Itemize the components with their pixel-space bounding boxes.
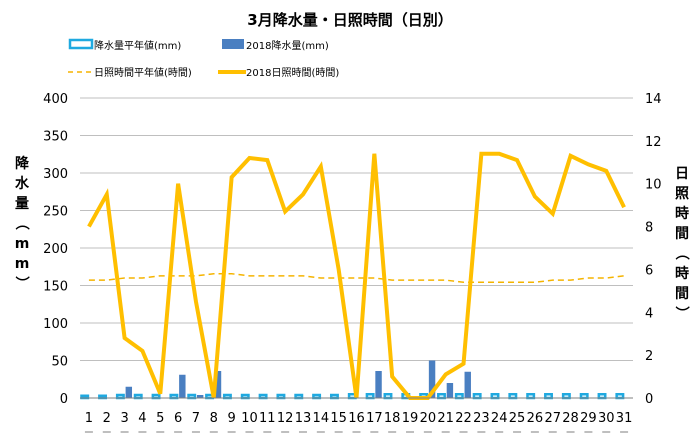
bar-2018-precip <box>464 371 471 398</box>
x-tick-label: 28 <box>562 411 579 426</box>
x-tick-label: 19 <box>402 411 419 426</box>
x-tick-label: 1 <box>85 411 93 426</box>
x-tick-label: 9 <box>227 411 235 426</box>
bar-2018-precip <box>125 386 133 398</box>
y-tick-label: 150 <box>43 280 68 295</box>
x-tick-label: 7 <box>192 411 200 426</box>
bar-normal-precip <box>508 393 518 400</box>
axis-title-char: 間 <box>675 286 689 302</box>
x-tick-label: 13 <box>295 411 312 426</box>
y2-tick-label: 6 <box>645 263 653 278</box>
y-tick-label: 50 <box>51 355 68 370</box>
y2-tick-label: 10 <box>645 178 662 193</box>
y2-tick-label: 0 <box>645 392 653 407</box>
bar-normal-precip <box>526 393 536 400</box>
x-tick-label: 3 <box>120 411 128 426</box>
y-tick-label: 200 <box>43 242 68 257</box>
y2-tick-label: 4 <box>645 306 653 321</box>
x-tick-label: 21 <box>437 411 454 426</box>
y2-tick-label: 12 <box>645 135 662 150</box>
axis-title-char: 量 <box>15 196 29 212</box>
legend-label: 降水量平年値(mm) <box>94 39 181 52</box>
legend-label: 2018日照時間(時間) <box>246 67 339 79</box>
y2-tick-label: 2 <box>645 349 653 364</box>
bar-2018-precip <box>446 383 454 398</box>
bar-normal-precip <box>383 393 393 400</box>
x-tick-label: 8 <box>210 411 218 426</box>
axis-title-char: ） <box>673 306 689 320</box>
x-tick-label: 23 <box>473 411 490 426</box>
x-tick-label: 2 <box>103 411 111 426</box>
x-tick-label: 22 <box>455 411 472 426</box>
axis-title-char: 時 <box>675 265 689 282</box>
axis-title-char: 降 <box>15 155 30 172</box>
x-tick-label: 11 <box>259 411 276 426</box>
x-tick-label: 30 <box>598 411 615 426</box>
axis-title-char: 水 <box>15 175 30 192</box>
x-tick-label: 25 <box>509 411 526 426</box>
axis-title-char: （ <box>673 246 689 260</box>
chart-title: 3月降水量・日照時間（日別） <box>247 11 452 29</box>
y-tick-label: 250 <box>43 205 68 220</box>
line-2018-sunshine <box>87 151 626 400</box>
bar-normal-precip <box>597 393 607 400</box>
x-tick-label: 24 <box>491 411 508 426</box>
x-tick-label: 16 <box>348 411 365 426</box>
x-tick-label: 5 <box>156 411 164 426</box>
bar-normal-precip <box>365 393 375 400</box>
bar-normal-precip <box>544 393 553 400</box>
legend-label: 日照時間平年値(時間) <box>94 66 192 79</box>
axis-title-char: 間 <box>675 226 689 242</box>
legend-label: 2018降水量(mm) <box>246 39 329 52</box>
y2-axis-title: 日照時間（時間） <box>673 166 689 320</box>
x-tick-label: 10 <box>241 411 258 426</box>
axis-title-char: （ <box>13 216 29 230</box>
axis-title-char: 照 <box>675 186 689 202</box>
x-tick-label: 27 <box>544 411 561 426</box>
x-tick-label: 26 <box>527 411 544 426</box>
axis-title-char: 時 <box>675 205 689 222</box>
bar-2018-precip <box>375 371 382 398</box>
axis-title-char: m <box>15 236 30 252</box>
y2-tick-label: 8 <box>645 221 653 236</box>
axis-title-char: ） <box>13 276 29 290</box>
bar-normal-precip <box>490 393 500 400</box>
y-tick-label: 300 <box>43 167 68 182</box>
legend-swatch <box>68 38 94 50</box>
legend-swatch <box>222 39 244 49</box>
legend: 降水量平年値(mm) 2018降水量(mm) 日照時間平年値(時間) 2018日照時間… <box>68 38 339 79</box>
x-tick-label: 12 <box>277 411 294 426</box>
bar-2018-precip <box>428 360 436 398</box>
x-tick-label: 17 <box>366 411 383 426</box>
bar-normal-precip <box>579 393 589 400</box>
y2-tick-label: 14 <box>645 92 662 107</box>
x-tick-label: 18 <box>384 411 401 426</box>
x-tick-label: 20 <box>420 411 437 426</box>
x-tick-label: 15 <box>330 411 347 426</box>
x-tick-label: 4 <box>138 411 146 426</box>
bar-normal-precip <box>615 393 625 400</box>
y-tick-label: 400 <box>43 92 68 107</box>
x-tick-label: 31 <box>616 411 633 426</box>
y-tick-label: 100 <box>43 317 68 332</box>
x-tick-label: 29 <box>580 411 597 426</box>
bar-normal-precip <box>472 393 482 400</box>
bar-2018-precip <box>214 371 222 398</box>
axis-title-char: 日 <box>675 166 689 182</box>
y-tick-label: 0 <box>60 392 68 407</box>
y-axis-title: 降水量 （ mm ） <box>13 155 30 290</box>
lines <box>87 151 626 400</box>
bar-2018-precip <box>179 374 186 398</box>
x-tick-label: 14 <box>313 411 330 426</box>
bar-normal-precip <box>437 393 446 400</box>
bar-2018-precip <box>196 395 204 398</box>
y-tick-label: 350 <box>43 130 68 145</box>
bar-normal-precip <box>561 393 571 400</box>
axis-title-char: m <box>15 256 30 272</box>
x-tick-label: 6 <box>174 411 182 426</box>
bar-normal-precip <box>454 393 464 400</box>
